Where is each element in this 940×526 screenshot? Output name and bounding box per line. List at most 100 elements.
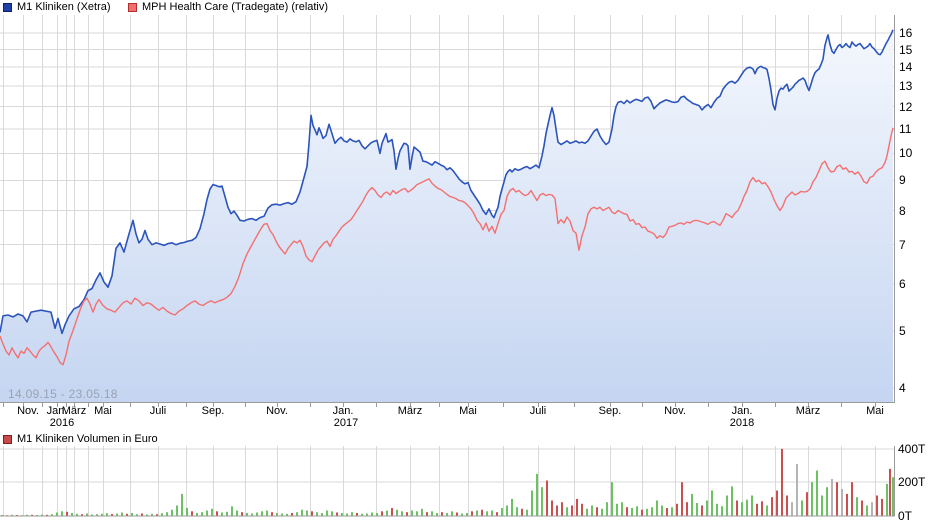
volume-bar xyxy=(726,495,728,516)
volume-bar xyxy=(411,510,413,516)
volume-bar xyxy=(151,513,153,516)
volume-bar xyxy=(791,502,793,516)
volume-bar xyxy=(126,513,128,516)
price-tick-label: 8 xyxy=(899,204,906,218)
volume-bar xyxy=(431,511,433,516)
volume-bar xyxy=(892,477,894,516)
volume-bar xyxy=(771,497,773,516)
legend-m1: M1 Kliniken (Xetra) xyxy=(3,2,111,13)
x-tick-label: Mai xyxy=(459,405,477,417)
volume-bar xyxy=(871,502,873,516)
volume-bar xyxy=(801,500,803,516)
volume-bar xyxy=(386,510,388,516)
mph-price-line xyxy=(0,127,894,366)
volume-bar xyxy=(556,505,558,516)
price-tick-label: 12 xyxy=(899,100,913,114)
volume-bar xyxy=(626,507,628,516)
volume-bar xyxy=(396,509,398,516)
volume-bar xyxy=(481,509,483,516)
volume-bar xyxy=(261,511,263,516)
price-tick-label: 7 xyxy=(899,238,906,252)
volume-bar xyxy=(331,511,333,516)
volume-bar xyxy=(111,514,113,516)
volume-bar xyxy=(286,513,288,516)
volume-bar xyxy=(136,514,138,516)
volume-bar xyxy=(501,508,503,516)
x-tick-label: Jan. xyxy=(332,405,354,417)
volume-bar xyxy=(756,503,758,516)
volume-bar xyxy=(716,503,718,516)
x-tick-label: Juli xyxy=(149,405,167,417)
volume-legend-label: M1 Kliniken Volumen in Euro xyxy=(17,433,158,445)
volume-bar xyxy=(86,513,88,516)
volume-bar xyxy=(46,514,48,516)
price-tick-label: 16 xyxy=(899,26,913,40)
volume-bar xyxy=(191,511,193,516)
mph-legend-label: MPH Health Care (Tradegate) (relativ) xyxy=(142,1,329,13)
volume-bar xyxy=(271,512,273,516)
x-tick-label: Juli xyxy=(529,405,547,417)
volume-bar xyxy=(141,513,143,516)
volume-bar xyxy=(341,513,343,516)
volume-bar xyxy=(436,513,438,516)
volume-bar xyxy=(66,511,68,516)
volume-bar xyxy=(216,511,218,516)
volume-bar xyxy=(861,500,863,516)
volume-bar xyxy=(746,499,748,516)
legend-volume: M1 Kliniken Volumen in Euro xyxy=(3,434,158,445)
x-tick-label: Jan. xyxy=(731,405,753,417)
volume-bar xyxy=(306,510,308,516)
volume-bar xyxy=(611,482,613,516)
volume-bar xyxy=(796,463,798,516)
volume-bar xyxy=(91,514,93,516)
volume-bar xyxy=(546,480,548,516)
volume-bar xyxy=(846,493,848,516)
volume-bar xyxy=(586,508,588,516)
x-tick-label: März xyxy=(397,405,423,417)
volume-bar xyxy=(691,493,693,516)
price-tick-label: 11 xyxy=(899,122,912,136)
volume-bar xyxy=(51,514,53,516)
mph-legend-swatch-icon xyxy=(128,3,137,12)
volume-tick-label: 400T xyxy=(898,442,926,456)
x-tick-label: Mai xyxy=(866,405,884,417)
x-tick-label: Nov. xyxy=(664,405,686,417)
volume-bar xyxy=(666,508,668,516)
volume-bar xyxy=(751,495,753,516)
volume-bar xyxy=(131,513,133,516)
volume-bar xyxy=(456,512,458,516)
m1-area-fill xyxy=(0,29,893,403)
volume-bar xyxy=(176,505,178,516)
volume-bar xyxy=(651,507,653,516)
volume-bar xyxy=(266,510,268,516)
volume-bar xyxy=(291,513,293,516)
volume-bar xyxy=(606,502,608,516)
volume-bar xyxy=(26,514,28,516)
volume-bar xyxy=(1,515,3,516)
volume-bar xyxy=(61,511,63,516)
volume-bar xyxy=(466,513,468,516)
price-tick-label: 6 xyxy=(899,277,906,291)
x-tick-label: Sep. xyxy=(201,405,225,417)
x-tick-label: Nov. xyxy=(266,405,288,417)
volume-bar xyxy=(561,502,563,516)
year-label: 2018 xyxy=(729,417,755,429)
volume-tick-label: 200T xyxy=(898,475,926,489)
volume-bar xyxy=(531,490,533,516)
volume-bar xyxy=(706,500,708,516)
volume-bar xyxy=(721,506,723,516)
volume-bar xyxy=(156,514,158,516)
volume-bar xyxy=(426,512,428,516)
x-tick-label: Jan. xyxy=(46,405,68,417)
m1-legend-label: M1 Kliniken (Xetra) xyxy=(17,1,111,13)
volume-bar xyxy=(471,511,473,516)
price-tick-label: 4 xyxy=(899,381,906,395)
volume-bar xyxy=(711,490,713,516)
volume-bar xyxy=(831,478,833,516)
volume-bar xyxy=(736,500,738,516)
volume-bar xyxy=(576,498,578,516)
volume-bar xyxy=(686,502,688,516)
volume-bar xyxy=(301,509,303,516)
volume-bar xyxy=(196,513,198,516)
